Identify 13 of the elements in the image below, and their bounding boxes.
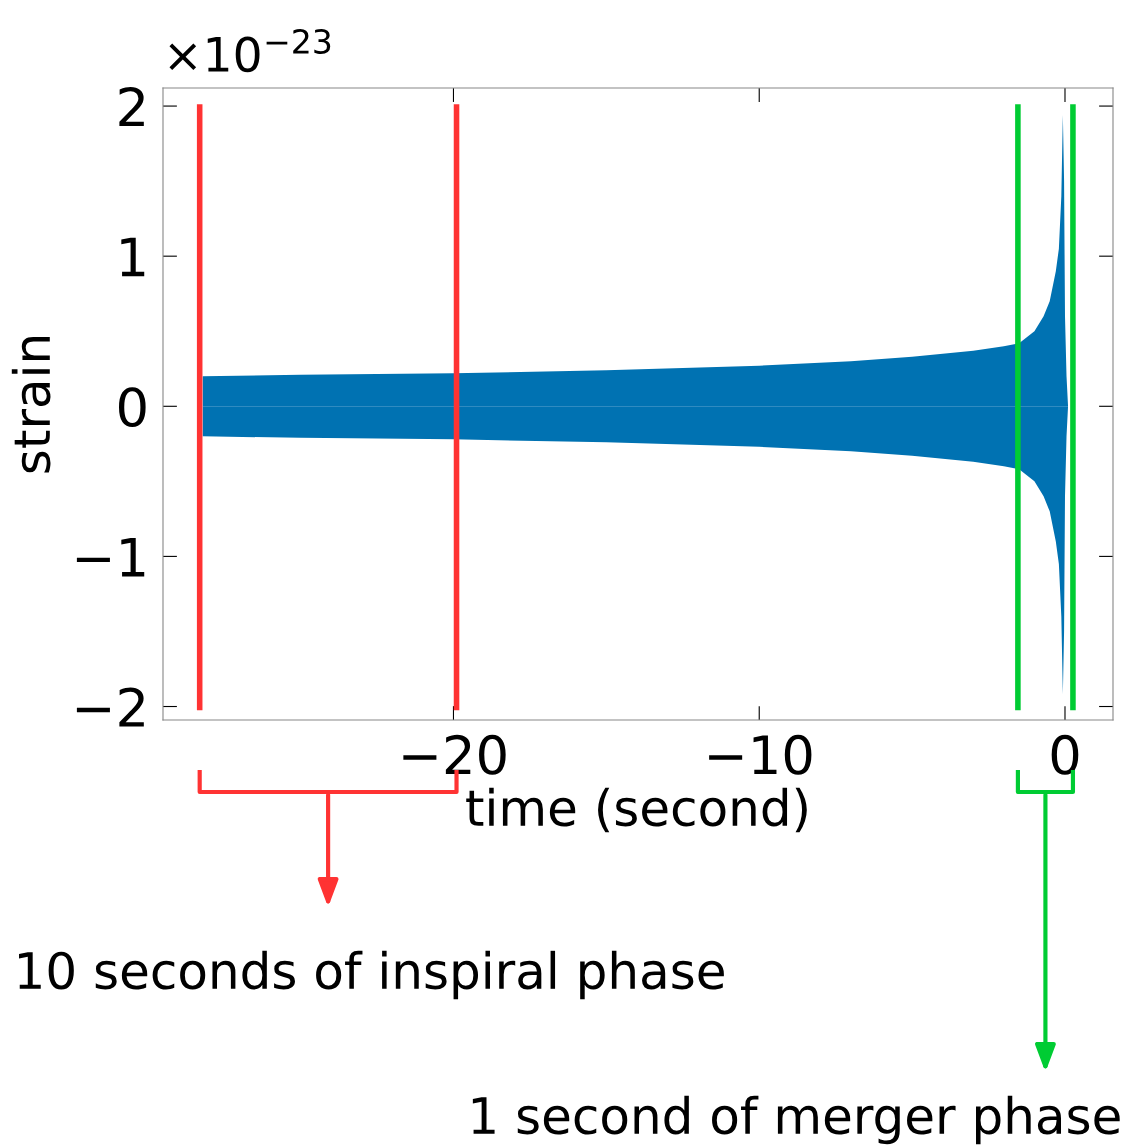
y-tick-label: 2 [119,86,144,127]
x-tick-label: 0 [1051,734,1079,775]
x-axis-title: time (second) [466,787,807,833]
x-tick-label: −10 [709,734,812,775]
text: ×10$^{−23}$ [169,28,331,73]
y-axis-title: strain [11,337,51,473]
text: 1 second of merger phase [472,1095,1120,1145]
y-tick-label: −2 [76,687,144,727]
text: 10 seconds of inspiral phase [19,950,724,1000]
y-tick-label: 0 [119,387,146,428]
y-tick-label: 1 [121,237,145,277]
x-tick-label: −20 [403,734,506,775]
y-tick-label: −1 [76,537,145,577]
